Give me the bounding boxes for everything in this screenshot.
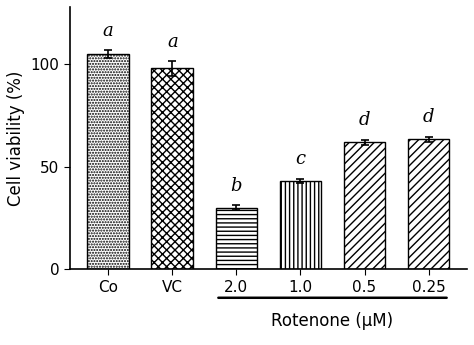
Text: a: a bbox=[103, 22, 114, 40]
Bar bbox=[408, 139, 449, 269]
Bar bbox=[152, 68, 193, 269]
Bar bbox=[280, 181, 321, 269]
Text: a: a bbox=[167, 33, 178, 51]
Bar bbox=[87, 54, 129, 269]
Y-axis label: Cell viability (%): Cell viability (%) bbox=[7, 70, 25, 206]
Text: c: c bbox=[295, 150, 306, 168]
Text: d: d bbox=[359, 111, 370, 129]
Text: b: b bbox=[231, 177, 242, 195]
Text: Rotenone (μM): Rotenone (μM) bbox=[272, 312, 393, 330]
Bar bbox=[344, 142, 385, 269]
Bar bbox=[216, 208, 257, 269]
Text: d: d bbox=[423, 108, 434, 126]
